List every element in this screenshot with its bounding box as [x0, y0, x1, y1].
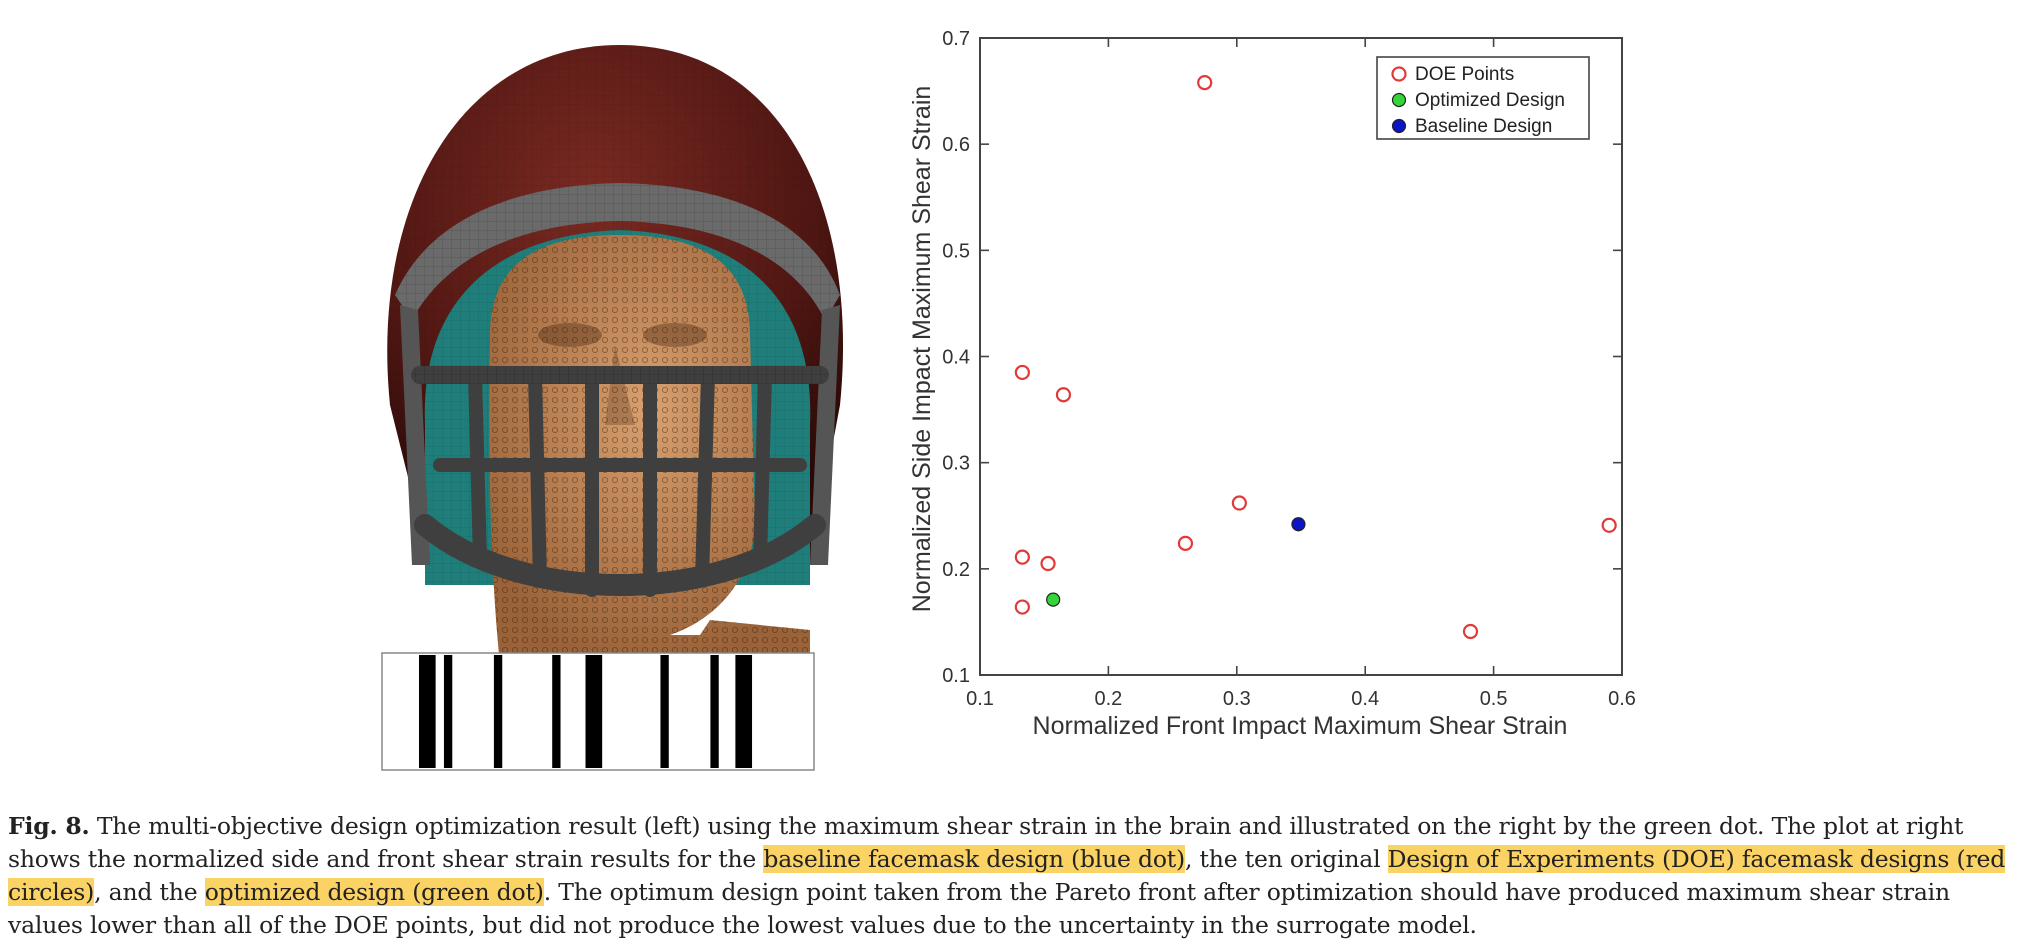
facemask-cage — [411, 366, 829, 597]
x-tick-label: 0.2 — [1094, 688, 1122, 710]
y-tick-label: 0.4 — [942, 347, 970, 369]
y-tick-label: 0.3 — [942, 453, 970, 475]
legend-label: DOE Points — [1415, 64, 1514, 85]
doe-point — [1014, 549, 1030, 565]
design-variable-barcode — [381, 652, 815, 771]
caption-text: The multi-objective design optimization … — [8, 812, 2005, 939]
caption-segment: The multi-objective design optimization … — [8, 812, 1964, 873]
doe-point — [1601, 517, 1617, 533]
barcode-bar — [443, 655, 453, 768]
barcode-bar — [585, 655, 603, 768]
caption-highlight: optimized design (green dot) — [204, 878, 544, 906]
x-tick-label: 0.1 — [966, 688, 994, 710]
doe-point — [1231, 495, 1247, 511]
barcode-bar — [493, 655, 503, 768]
legend-marker — [1391, 66, 1407, 82]
doe-point — [1014, 599, 1030, 615]
caption-segment: . The optimum design point taken from th… — [8, 878, 1950, 939]
barcode-bar — [660, 655, 669, 768]
y-tick-label: 0.7 — [942, 28, 970, 50]
caption-segment: , and the — [94, 878, 205, 906]
legend-label: Baseline Design — [1415, 116, 1552, 137]
facemask-side-struts — [400, 305, 840, 565]
figure-caption: Fig. 8. The multi-objective design optim… — [8, 810, 2008, 942]
baseline-design-point — [1291, 517, 1306, 532]
facemask-brow-bar — [395, 183, 840, 320]
doe-point — [1177, 535, 1194, 551]
legend-label: Optimized Design — [1415, 90, 1565, 111]
barcode-bar — [552, 655, 561, 768]
x-tick-label: 0.6 — [1608, 688, 1636, 710]
barcode-bar — [710, 655, 719, 768]
doe-point — [1014, 364, 1030, 381]
doe-point — [1040, 555, 1056, 572]
legend-box — [1376, 56, 1590, 140]
y-axis-label: Normalized Side Impact Maximum Shear Str… — [908, 86, 936, 613]
y-tick-label: 0.2 — [942, 559, 970, 581]
x-axis-label: Normalized Front Impact Maximum Shear St… — [1033, 712, 1568, 740]
helmet-model-image — [381, 45, 844, 771]
figure-label: Fig. 8. — [8, 812, 90, 840]
doe-point — [1462, 623, 1479, 640]
y-tick-label: 0.1 — [942, 665, 970, 687]
caption-highlight: baseline facemask design (blue dot) — [763, 845, 1186, 873]
x-tick-label: 0.5 — [1480, 688, 1508, 710]
doe-point — [1055, 387, 1072, 403]
optimized-design-point — [1046, 592, 1061, 607]
y-tick-label: 0.5 — [942, 240, 970, 262]
x-tick-label: 0.3 — [1223, 688, 1251, 710]
legend-marker — [1391, 92, 1407, 108]
doe-point — [1197, 74, 1213, 91]
caption-segment: , the ten original — [1185, 845, 1388, 873]
y-tick-label: 0.6 — [942, 134, 970, 156]
legend-marker — [1391, 118, 1407, 134]
barcode-bar — [735, 655, 753, 768]
barcode-bar — [418, 655, 436, 768]
scatter-chart: 0.1 0.2 0.3 0.4 0.5 0.60.10.20.30.40.50.60.7 … — [908, 28, 1636, 740]
x-tick-label: 0.4 — [1351, 688, 1379, 710]
